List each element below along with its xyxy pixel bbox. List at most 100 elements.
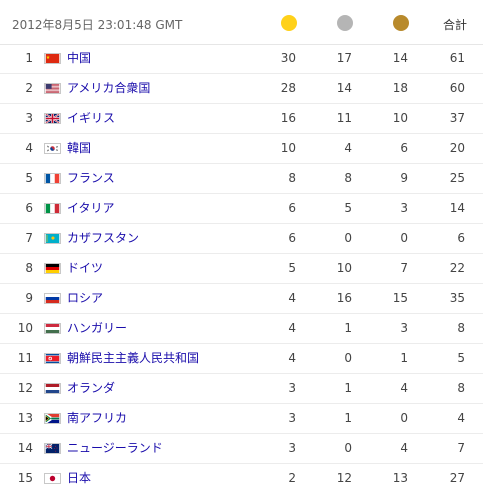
japan-flag-icon	[44, 473, 61, 484]
silver-count-cell: 0	[344, 441, 352, 455]
total-count-cell: 4	[457, 411, 465, 425]
rank-cell: 7	[25, 231, 33, 245]
country-link[interactable]: イタリア	[67, 201, 115, 215]
bronze-count-cell: 7	[400, 261, 408, 275]
gold-count-cell: 16	[280, 111, 296, 125]
gold-count-cell: 3	[288, 441, 296, 455]
country-link[interactable]: フランス	[67, 171, 115, 185]
country-link[interactable]: 南アフリカ	[67, 411, 128, 425]
medal-table-header: 2012年8月5日 23:01:48 GMT 合計	[0, 0, 483, 45]
rank-cell: 2	[25, 81, 33, 95]
total-count-cell: 6	[457, 231, 465, 245]
timestamp: 2012年8月5日 23:01:48 GMT	[12, 18, 183, 32]
country-link[interactable]: ドイツ	[67, 261, 104, 275]
total-count-cell: 5	[457, 351, 465, 365]
silver-medal-icon	[337, 15, 353, 31]
silver-count-cell: 16	[336, 291, 352, 305]
netherlands-flag-icon	[44, 383, 61, 394]
bronze-count-cell: 0	[400, 411, 408, 425]
gold-count-cell: 30	[280, 51, 296, 65]
gold-count-cell: 3	[288, 381, 296, 395]
gold-medal-icon	[281, 15, 297, 31]
rank-cell: 12	[17, 381, 33, 395]
total-count-cell: 22	[449, 261, 465, 275]
bronze-count-cell: 1	[400, 351, 408, 365]
total-count-cell: 14	[449, 201, 465, 215]
rank-cell: 10	[17, 321, 33, 335]
bronze-count-cell: 18	[392, 81, 408, 95]
table-row: 4 韓国 10 4 6 20	[0, 134, 483, 164]
total-count-cell: 20	[449, 141, 465, 155]
country-link[interactable]: ハンガリー	[67, 321, 128, 335]
rank-cell: 8	[25, 261, 33, 275]
bronze-count-cell: 0	[400, 231, 408, 245]
country-link[interactable]: 朝鮮民主主義人民共和国	[67, 351, 200, 365]
china-flag-icon	[44, 53, 61, 64]
table-row: 5 フランス 8 8 9 25	[0, 164, 483, 194]
rank-cell: 4	[25, 141, 33, 155]
france-flag-icon	[44, 173, 61, 184]
silver-count-cell: 5	[344, 201, 352, 215]
country-link[interactable]: オランダ	[67, 381, 116, 395]
rank-cell: 9	[25, 291, 33, 305]
silver-count-cell: 14	[336, 81, 352, 95]
bronze-count-cell: 3	[400, 321, 408, 335]
bronze-count-cell: 10	[392, 111, 408, 125]
gold-count-cell: 10	[280, 141, 296, 155]
gold-count-cell: 3	[288, 411, 296, 425]
bronze-count-cell: 3	[400, 201, 408, 215]
rank-cell: 5	[25, 171, 33, 185]
south-korea-flag-icon	[44, 143, 61, 154]
total-count-cell: 37	[449, 111, 465, 125]
bronze-count-cell: 13	[392, 471, 408, 485]
country-link[interactable]: ニュージーランド	[67, 441, 163, 455]
total-column-header: 合計	[442, 18, 467, 32]
total-count-cell: 8	[457, 381, 465, 395]
uk-flag-icon	[44, 113, 61, 124]
gold-count-cell: 28	[280, 81, 296, 95]
country-link[interactable]: 日本	[67, 471, 92, 485]
table-row: 2 アメリカ合衆国 28 14 18 60	[0, 74, 483, 104]
gold-count-cell: 4	[288, 321, 296, 335]
rank-cell: 1	[25, 51, 33, 65]
total-count-cell: 25	[449, 171, 465, 185]
medal-table: 1 中国 30 17 14 61 2 アメリカ合衆国 28 14 18 60 3 イギリス 16 11 10 37…	[0, 44, 483, 493]
russia-flag-icon	[44, 293, 61, 304]
table-row: 1 中国 30 17 14 61	[0, 44, 483, 74]
country-link[interactable]: ロシア	[67, 291, 104, 305]
new-zealand-flag-icon	[44, 443, 61, 454]
country-link[interactable]: 韓国	[67, 141, 92, 155]
table-row: 8 ドイツ 5 10 7 22	[0, 254, 483, 284]
gold-count-cell: 2	[288, 471, 296, 485]
north-korea-flag-icon	[44, 353, 61, 364]
silver-count-cell: 1	[344, 381, 352, 395]
country-link[interactable]: カザフスタン	[67, 231, 140, 245]
rank-cell: 6	[25, 201, 33, 215]
table-row: 15 日本 2 12 13 27	[0, 464, 483, 493]
silver-count-cell: 8	[344, 171, 352, 185]
rank-cell: 14	[17, 441, 33, 455]
bronze-count-cell: 9	[400, 171, 408, 185]
table-row: 9 ロシア 4 16 15 35	[0, 284, 483, 314]
gold-count-cell: 5	[288, 261, 296, 275]
country-link[interactable]: アメリカ合衆国	[67, 81, 151, 95]
gold-count-cell: 4	[288, 291, 296, 305]
table-row: 13 南アフリカ 3 1 0 4	[0, 404, 483, 434]
rank-cell: 15	[17, 471, 33, 485]
silver-count-cell: 17	[336, 51, 352, 65]
total-count-cell: 60	[449, 81, 465, 95]
bronze-count-cell: 6	[400, 141, 408, 155]
table-row: 10 ハンガリー 4 1 3 8	[0, 314, 483, 344]
total-count-cell: 61	[449, 51, 465, 65]
table-row: 7 カザフスタン 6 0 0 6	[0, 224, 483, 254]
silver-count-cell: 10	[336, 261, 352, 275]
silver-count-cell: 4	[344, 141, 352, 155]
country-link[interactable]: イギリス	[67, 111, 116, 125]
country-link[interactable]: 中国	[67, 51, 92, 65]
bronze-count-cell: 15	[392, 291, 408, 305]
rank-cell: 11	[17, 351, 33, 365]
total-count-cell: 8	[457, 321, 465, 335]
silver-count-cell: 1	[344, 411, 352, 425]
silver-count-cell: 1	[344, 321, 352, 335]
total-count-cell: 7	[457, 441, 465, 455]
